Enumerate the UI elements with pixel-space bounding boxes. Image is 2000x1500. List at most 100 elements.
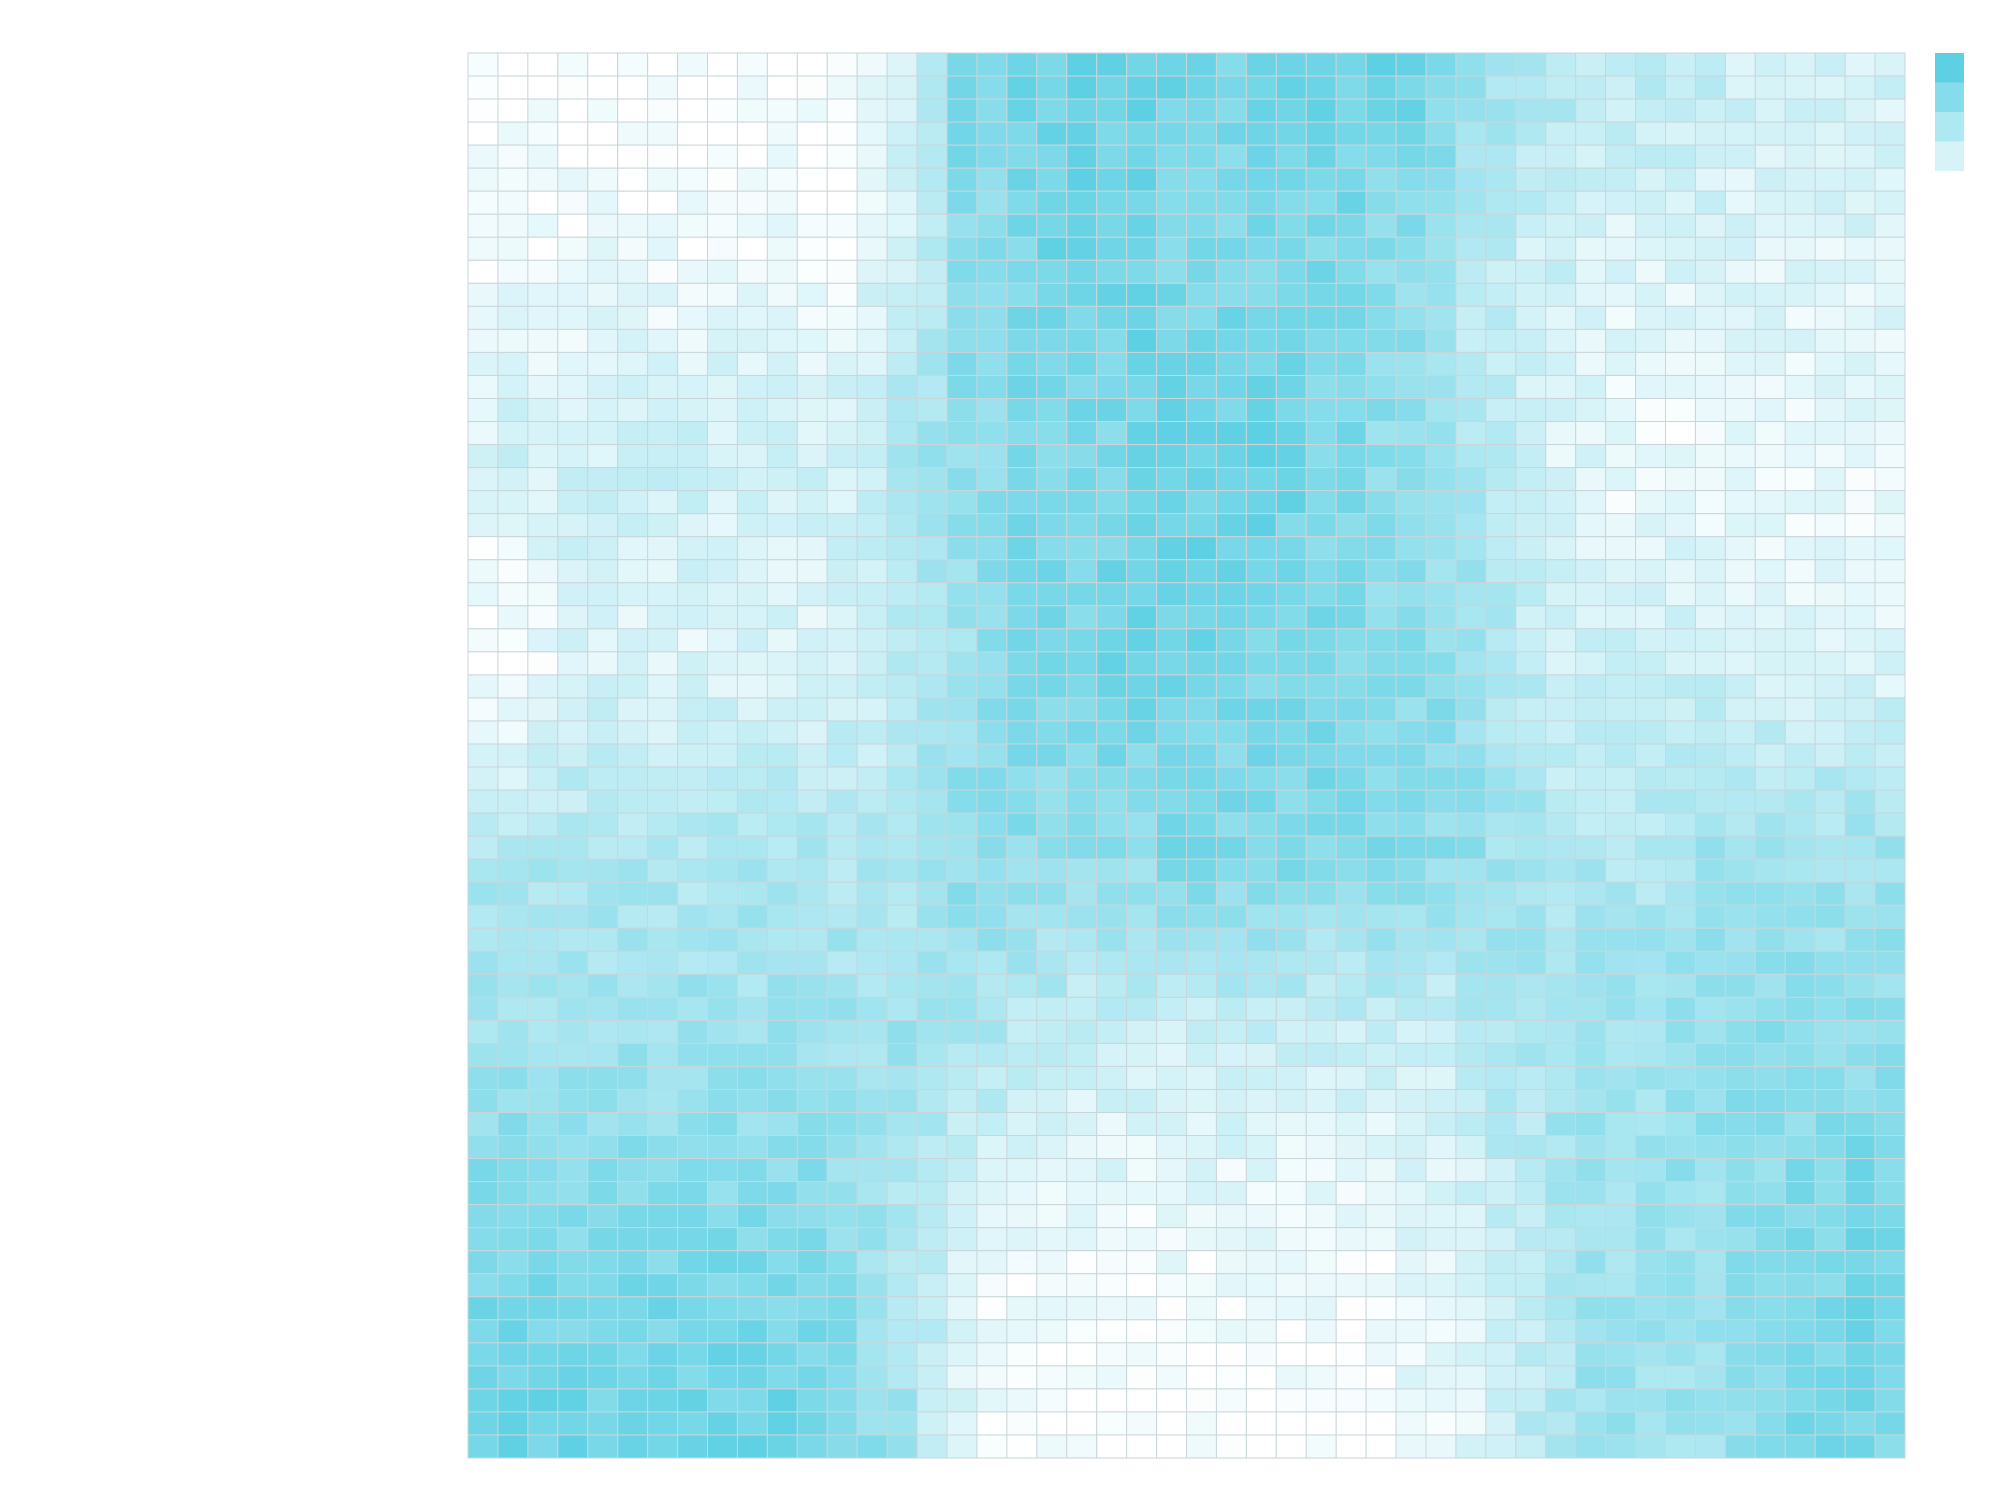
heatmap-cell: [1186, 1273, 1217, 1298]
heatmap-cell: [1694, 490, 1726, 515]
heatmap-cell: [1754, 467, 1786, 492]
heatmap-cell: [1156, 397, 1188, 423]
heatmap-cell: [1635, 720, 1667, 745]
heatmap-cell: [1784, 490, 1816, 515]
heatmap-cell: [976, 1135, 1008, 1160]
heatmap-cell: [916, 697, 948, 722]
heatmap-cell: [1215, 1342, 1247, 1367]
heatmap-cell: [1006, 190, 1038, 215]
heatmap-cell: [1635, 1112, 1667, 1137]
heatmap-cell: [916, 1204, 948, 1229]
heatmap-cell: [1126, 259, 1158, 284]
heatmap-cell: [1275, 1434, 1307, 1459]
heatmap-cell: [1275, 582, 1307, 607]
heatmap-cell: [557, 996, 589, 1021]
heatmap-cell: [1126, 1250, 1158, 1275]
heatmap-cell: [976, 1434, 1008, 1459]
heatmap-cell: [497, 1296, 529, 1321]
heatmap-cell: [617, 1365, 649, 1390]
heatmap-cell: [1844, 190, 1876, 215]
heatmap-cell: [1186, 1181, 1217, 1206]
heatmap-cell: [1335, 651, 1367, 676]
heatmap-cell: [647, 1319, 679, 1344]
heatmap-cell: [527, 881, 559, 906]
heatmap-cell: [1395, 1065, 1427, 1090]
heatmap-cell: [1156, 881, 1188, 906]
heatmap-cell: [1545, 1065, 1577, 1090]
heatmap-cell: [1186, 259, 1217, 284]
heatmap-cell: [557, 1135, 589, 1160]
heatmap-cell: [1485, 397, 1517, 423]
heatmap-cell: [1724, 1365, 1756, 1390]
heatmap-cell: [1844, 812, 1876, 837]
heatmap-cell: [677, 1042, 708, 1067]
heatmap-cell: [1126, 213, 1158, 238]
heatmap-cell: [1545, 1273, 1577, 1298]
heatmap-cell: [1784, 1088, 1816, 1114]
heatmap-cell: [766, 167, 798, 192]
heatmap-cell: [557, 236, 589, 261]
heatmap-cell: [1575, 950, 1607, 975]
heatmap-cell: [1665, 490, 1696, 515]
heatmap-cell: [1096, 835, 1128, 860]
heatmap-cell: [1215, 1319, 1247, 1344]
heatmap-cell: [916, 651, 948, 676]
heatmap-cell: [1575, 1042, 1607, 1067]
heatmap-cell: [587, 1250, 619, 1275]
heatmap-cell: [1126, 1112, 1158, 1137]
heatmap-cell: [587, 513, 619, 538]
heatmap-cell: [1006, 605, 1038, 630]
heatmap-cell: [587, 75, 619, 100]
heatmap-cell: [1156, 190, 1188, 215]
heatmap-cell: [796, 536, 828, 561]
heatmap-cell: [677, 812, 708, 837]
heatmap-cell: [647, 1019, 679, 1044]
heatmap-cell: [1545, 282, 1577, 307]
heatmap-cell: [1784, 213, 1816, 238]
heatmap-cell: [1814, 927, 1846, 952]
heatmap-cell: [647, 996, 679, 1021]
heatmap-cell: [1365, 904, 1397, 929]
heatmap-cell: [1545, 444, 1577, 469]
heatmap-cell: [557, 1250, 589, 1275]
heatmap-cell: [1186, 1319, 1217, 1344]
heatmap-cell: [587, 236, 619, 261]
heatmap-cell: [1066, 651, 1098, 676]
heatmap-cell: [976, 1065, 1008, 1090]
heatmap-cell: [1575, 490, 1607, 515]
heatmap-cell: [1844, 1019, 1876, 1044]
heatmap-cell: [1844, 52, 1876, 77]
heatmap-cell: [647, 697, 679, 722]
heatmap-cell: [557, 927, 589, 952]
heatmap-cell: [976, 513, 1008, 538]
heatmap-cell: [946, 743, 978, 768]
heatmap-cell: [1605, 351, 1637, 376]
heatmap-cell: [1425, 167, 1457, 192]
heatmap-cell: [707, 1112, 738, 1137]
heatmap-cell: [826, 697, 858, 722]
heatmap-cell: [707, 651, 738, 676]
heatmap-cell: [1305, 1250, 1337, 1275]
heatmap-cell: [736, 1273, 768, 1298]
heatmap-cell: [557, 1042, 589, 1067]
heatmap-cell: [916, 1411, 948, 1436]
heatmap-cell: [1754, 789, 1786, 814]
heatmap-cell: [1425, 1088, 1457, 1114]
heatmap-cell: [1515, 858, 1547, 883]
heatmap-cell: [1156, 605, 1188, 630]
heatmap-cell: [527, 259, 559, 284]
heatmap-cell: [856, 328, 888, 353]
heatmap-cell: [1066, 1112, 1098, 1137]
heatmap-cell: [557, 374, 589, 399]
heatmap-cell: [1665, 996, 1696, 1021]
heatmap-cell: [527, 789, 559, 814]
heatmap-cell: [1575, 1088, 1607, 1114]
heatmap-cell: [1515, 144, 1547, 169]
heatmap-cell: [1784, 1019, 1816, 1044]
heatmap-cell: [1245, 950, 1277, 975]
heatmap-cell: [1635, 743, 1667, 768]
heatmap-cell: [1215, 881, 1247, 906]
heatmap-cell: [1545, 328, 1577, 353]
heatmap-cell: [976, 282, 1008, 307]
heatmap-cell: [826, 444, 858, 469]
